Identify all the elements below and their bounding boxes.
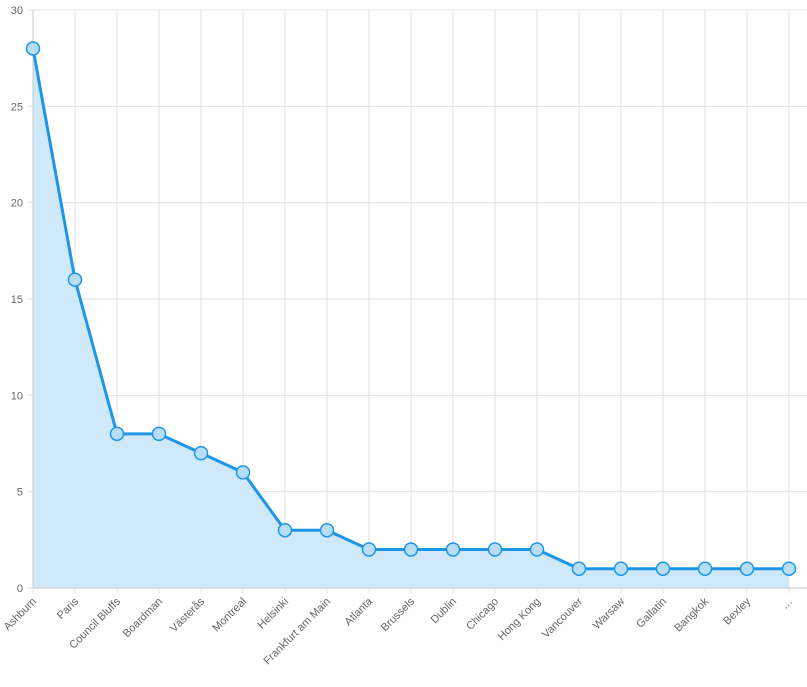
x-tick-label: Boardman: [121, 596, 165, 640]
y-tick-label: 25: [11, 101, 23, 113]
y-tick-label: 10: [11, 390, 23, 402]
data-point[interactable]: [361, 542, 377, 557]
x-tick-label: Brussels: [379, 595, 418, 634]
x-tick-label: Gallatin: [634, 596, 669, 631]
data-point[interactable]: [319, 522, 335, 538]
x-tick-label: Montreal: [210, 596, 249, 635]
x-tick-label: Atlanta: [342, 595, 375, 628]
y-tick-label: 5: [17, 487, 23, 499]
y-axis-ticks: 0 5 10 15 20 25 30: [11, 5, 23, 595]
y-tick-label: 0: [17, 583, 23, 595]
x-tick-label: Västerås: [168, 595, 208, 635]
data-point[interactable]: [235, 465, 251, 480]
axes: [32, 10, 807, 589]
data-point[interactable]: [151, 426, 167, 442]
data-point[interactable]: [193, 445, 209, 461]
data-point[interactable]: [739, 561, 755, 576]
data-point[interactable]: [571, 561, 587, 576]
data-point[interactable]: [403, 542, 419, 557]
data-point[interactable]: [109, 426, 125, 442]
y-tick-label: 15: [11, 294, 23, 306]
x-tick-label: …: [779, 596, 795, 612]
y-tick-label: 20: [11, 198, 23, 210]
x-tick-label: Vancouver: [540, 595, 585, 640]
x-tick-label: Dublin: [429, 596, 460, 627]
area-fill-shape: [33, 48, 789, 589]
area-fill: [33, 48, 789, 589]
x-tick-label: Warsaw: [591, 596, 627, 632]
data-point[interactable]: [613, 561, 629, 576]
x-tick-label: Chicago: [464, 596, 501, 633]
data-point[interactable]: [781, 561, 797, 576]
data-point[interactable]: [67, 272, 83, 287]
grid: [28, 9, 807, 593]
data-point[interactable]: [277, 522, 293, 538]
data-point[interactable]: [655, 561, 671, 576]
data-points: [25, 41, 797, 576]
x-tick-label: Helsinki: [255, 596, 291, 632]
x-tick-label: Paris: [55, 595, 82, 622]
data-point[interactable]: [529, 542, 545, 557]
data-point[interactable]: [697, 561, 713, 576]
x-tick-label: Hong Kong: [496, 596, 543, 643]
x-tick-label: Bexley: [721, 595, 753, 627]
x-tick-label: Bangkok: [672, 595, 711, 634]
data-point[interactable]: [25, 41, 41, 56]
y-tick-label: 30: [11, 5, 23, 17]
data-point[interactable]: [487, 542, 503, 557]
data-point[interactable]: [445, 542, 461, 557]
x-tick-label: Ashburn: [2, 596, 39, 633]
